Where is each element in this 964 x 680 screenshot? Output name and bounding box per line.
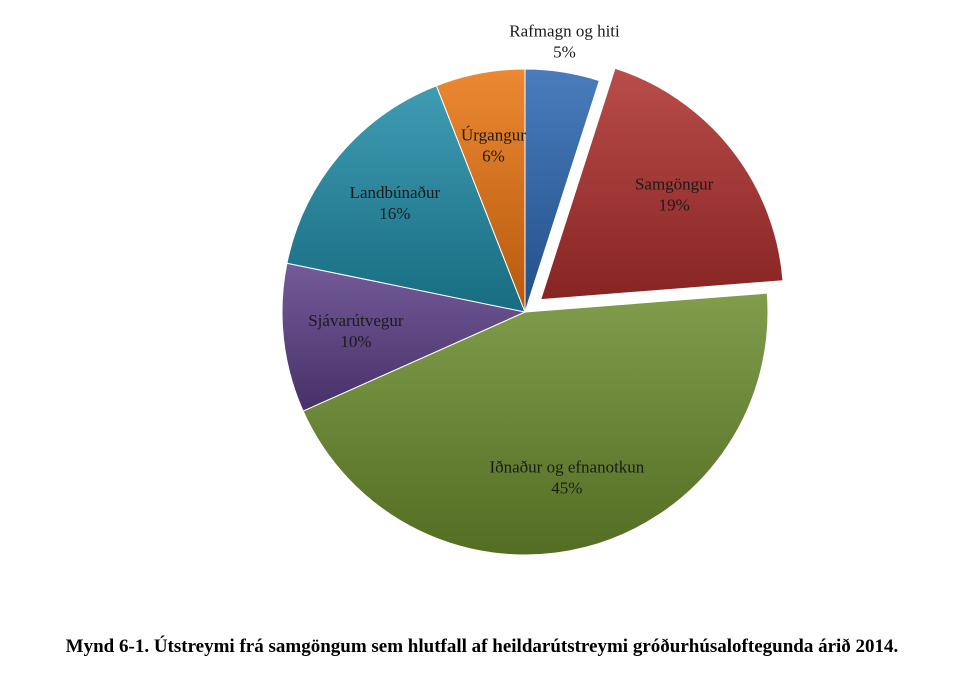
pie-slice-urgangur (435, 68, 526, 313)
slice-percent-rafmagn-og-hiti: 5% (553, 43, 576, 62)
slice-percent-landbunadur: 16% (379, 204, 410, 223)
pie-slice-idnadur-og-efnanotkun (302, 292, 769, 556)
slice-label-urgangur: Úrgangur 6% (461, 125, 526, 165)
slice-percent-urgangur: 6% (482, 146, 505, 165)
slice-label-samgongur: Samgöngur 19% (635, 175, 714, 215)
slice-name-idnadur-og-efnanotkun: Iðnaður og efnanotkun (489, 457, 644, 476)
pie-slice-landbunadur (286, 85, 526, 313)
slice-name-landbunadur: Landbúnaður (350, 183, 441, 202)
slice-percent-idnadur-og-efnanotkun: 45% (551, 478, 582, 497)
pie-slice-sjavarutvegur (281, 262, 527, 412)
slice-label-landbunadur: Landbúnaður 16% (350, 183, 441, 223)
pie-slice-samgongur (539, 67, 784, 301)
slice-label-sjavarutvegur: Sjávarútvegur 10% (308, 311, 404, 351)
pie-chart: Rafmagn og hiti 5% Samgöngur 19% Iðnaður og … (281, 22, 784, 556)
slice-percent-samgongur: 19% (659, 196, 690, 215)
pie-slices (281, 67, 784, 556)
slice-name-rafmagn-og-hiti: Rafmagn og hiti (509, 22, 620, 41)
figure-caption: Mynd 6-1. Útstreymi frá samgöngum sem hl… (65, 636, 899, 657)
slice-percent-sjavarutvegur: 10% (340, 332, 371, 351)
slice-label-idnadur-og-efnanotkun: Iðnaður og efnanotkun 45% (489, 457, 644, 497)
slice-labels: Rafmagn og hiti 5% Samgöngur 19% Iðnaður og … (308, 22, 713, 498)
slice-name-samgongur: Samgöngur (635, 175, 714, 194)
slice-name-sjavarutvegur: Sjávarútvegur (308, 311, 404, 330)
slice-label-rafmagn-og-hiti: Rafmagn og hiti 5% (509, 22, 620, 62)
slice-name-urgangur: Úrgangur (461, 125, 526, 144)
